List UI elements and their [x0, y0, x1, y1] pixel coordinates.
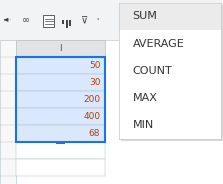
- Bar: [66, 20, 68, 28]
- Bar: [119, 30, 221, 57]
- Bar: [16, 57, 105, 74]
- Text: AVERAGE: AVERAGE: [133, 39, 184, 49]
- Bar: [119, 112, 221, 139]
- Text: ·: ·: [96, 13, 100, 27]
- Text: MAX: MAX: [133, 93, 158, 103]
- Text: MIN: MIN: [133, 120, 154, 130]
- Text: ·: ·: [8, 17, 10, 23]
- Text: ∞: ∞: [22, 15, 30, 25]
- Bar: [16, 57, 105, 142]
- Bar: [119, 3, 221, 30]
- Text: COUNT: COUNT: [133, 66, 172, 76]
- Text: I: I: [59, 44, 62, 53]
- Bar: [56, 141, 65, 144]
- Bar: [119, 84, 221, 112]
- Text: Σ: Σ: [174, 12, 184, 26]
- Bar: [16, 91, 105, 108]
- Bar: [62, 20, 64, 24]
- Bar: [16, 142, 105, 159]
- Bar: [0, 40, 16, 184]
- Text: ⊽: ⊽: [81, 15, 88, 25]
- Text: –: –: [186, 15, 190, 24]
- Bar: [16, 108, 105, 125]
- FancyBboxPatch shape: [167, 5, 196, 34]
- Bar: [119, 3, 221, 139]
- Bar: [0, 0, 223, 40]
- Bar: [16, 40, 105, 57]
- Text: 30: 30: [89, 78, 100, 87]
- Text: 400: 400: [83, 112, 100, 121]
- Bar: [69, 20, 71, 26]
- Bar: [16, 74, 105, 91]
- Text: 200: 200: [83, 95, 100, 104]
- Text: 50: 50: [89, 61, 100, 70]
- Bar: [119, 57, 221, 84]
- Bar: [43, 15, 54, 27]
- Bar: [119, 3, 221, 139]
- Text: SUM: SUM: [133, 11, 158, 21]
- Bar: [16, 125, 105, 142]
- Bar: [121, 5, 223, 141]
- Text: 68: 68: [89, 129, 100, 138]
- Bar: [16, 159, 105, 176]
